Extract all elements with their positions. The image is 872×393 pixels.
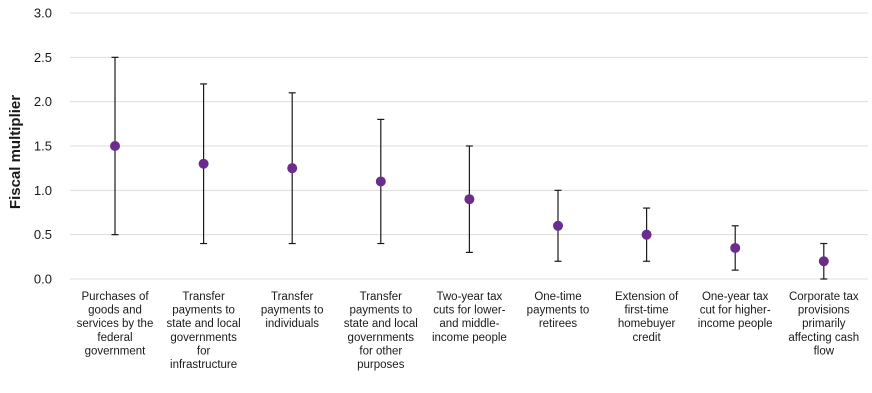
data-point: [464, 194, 475, 205]
x-tick-label: Transfer payments to state and local govern…: [344, 291, 418, 371]
x-tick-label-line: governments: [170, 332, 237, 344]
x-tick-label-line: provisions: [798, 305, 850, 317]
x-tick-label-line: payments to: [349, 305, 412, 317]
x-tick-label-line: credit: [633, 332, 662, 344]
x-tick-label-line: for: [197, 345, 211, 357]
data-point: [287, 163, 298, 174]
x-tick-label-line: income people: [698, 318, 773, 330]
x-tick-label-line: cut for higher-: [700, 305, 771, 317]
y-tick-label: 1.0: [34, 183, 52, 198]
error-bars: [111, 56, 828, 280]
x-tick-label-line: One-year tax: [702, 291, 769, 303]
x-tick-label-line: Transfer: [271, 291, 314, 303]
x-tick-label-line: federal: [97, 332, 132, 344]
data-point: [110, 141, 120, 151]
x-tick-label-line: first-time: [625, 305, 669, 317]
y-tick-label: 2.5: [34, 50, 52, 65]
y-tick-label: 1.5: [34, 139, 52, 154]
x-tick-label-line: One-time: [534, 291, 581, 303]
x-tick-label-line: payments to: [261, 305, 324, 317]
x-tick-label: Two-year tax cuts for lower-and middle-in…: [432, 291, 507, 344]
x-tick-label: Corporate tax provisions primarily affectin…: [788, 291, 859, 357]
data-point: [818, 256, 829, 267]
y-tick-label: 0.0: [34, 272, 52, 287]
x-tick-label-line: affecting cash: [788, 332, 859, 344]
x-tick-label: One-time payments to retirees: [527, 291, 590, 330]
x-tick-label-line: purposes: [357, 359, 405, 371]
x-tick-label-line: Purchases of: [81, 291, 149, 303]
data-point: [730, 242, 741, 253]
x-tick-label-line: individuals: [265, 318, 319, 330]
x-tick-label-line: Extension of: [615, 291, 679, 303]
x-tick-label: Extension of first-time homebuyer credit: [615, 291, 679, 344]
data-point: [553, 220, 563, 231]
x-tick-label-line: Corporate tax: [789, 291, 859, 303]
x-tick-label: One-year tax cut for higher-income people: [698, 291, 773, 330]
x-tick-label-line: cuts for lower-: [433, 305, 505, 317]
x-tick-label-line: flow: [814, 345, 835, 357]
x-tick-label-line: state and local: [344, 318, 418, 330]
data-point: [375, 176, 386, 187]
x-tick-label-line: retirees: [539, 318, 578, 330]
y-tick-label: 2.0: [34, 94, 52, 109]
y-tick-label: 0.5: [34, 227, 52, 242]
x-tick-label-line: primarily: [802, 318, 846, 330]
x-tick-label: Transfer payments to individuals: [261, 291, 324, 330]
x-tick-label-line: services by the: [77, 318, 154, 330]
x-tick-label: Transfer payments to state and local govern…: [167, 291, 241, 371]
x-tick-label-line: income people: [432, 332, 507, 344]
y-axis-label: Fiscal multiplier: [7, 95, 24, 209]
data-points: [110, 141, 829, 267]
x-axis: Purchases of goods and services by the fede…: [77, 291, 860, 371]
x-tick-label-line: payments to: [172, 305, 235, 317]
x-tick-label: Purchases of goods and services by the fede…: [77, 291, 154, 357]
x-tick-label-line: infrastructure: [170, 359, 237, 371]
x-tick-label-line: payments to: [527, 305, 590, 317]
y-axis: 0.0 0.5 1.0 1.5 2.0 2.5 3.0: [34, 6, 52, 287]
x-tick-label-line: state and local: [167, 318, 241, 330]
x-tick-label-line: and middle-: [439, 318, 499, 330]
x-tick-label-line: goods and: [88, 305, 142, 317]
x-tick-label-line: for other: [359, 345, 402, 357]
x-tick-label-line: Transfer: [182, 291, 225, 303]
data-point: [198, 158, 209, 169]
y-tick-label: 3.0: [34, 6, 52, 21]
data-point: [641, 229, 652, 240]
x-tick-label-line: Transfer: [360, 291, 403, 303]
x-tick-label-line: governments: [348, 332, 415, 344]
x-tick-label-line: homebuyer: [618, 318, 676, 330]
x-tick-label-line: government: [85, 345, 147, 357]
x-tick-label-line: Two-year tax: [436, 291, 502, 303]
